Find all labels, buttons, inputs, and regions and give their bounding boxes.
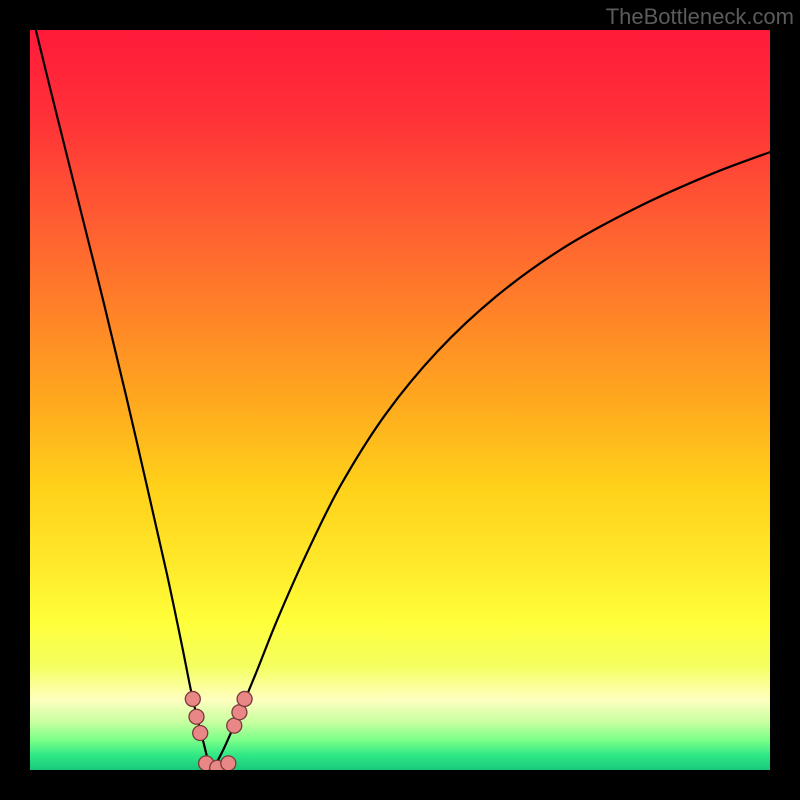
right-cluster-marker bbox=[237, 691, 252, 706]
bottleneck-curve-chart bbox=[0, 0, 800, 800]
chart-container: TheBottleneck.com bbox=[0, 0, 800, 800]
plot-background bbox=[30, 30, 770, 770]
left-cluster-marker bbox=[193, 726, 208, 741]
bottom-cluster-marker bbox=[221, 756, 236, 771]
watermark-text: TheBottleneck.com bbox=[606, 4, 794, 30]
left-cluster-marker bbox=[189, 709, 204, 724]
left-cluster-marker bbox=[185, 691, 200, 706]
